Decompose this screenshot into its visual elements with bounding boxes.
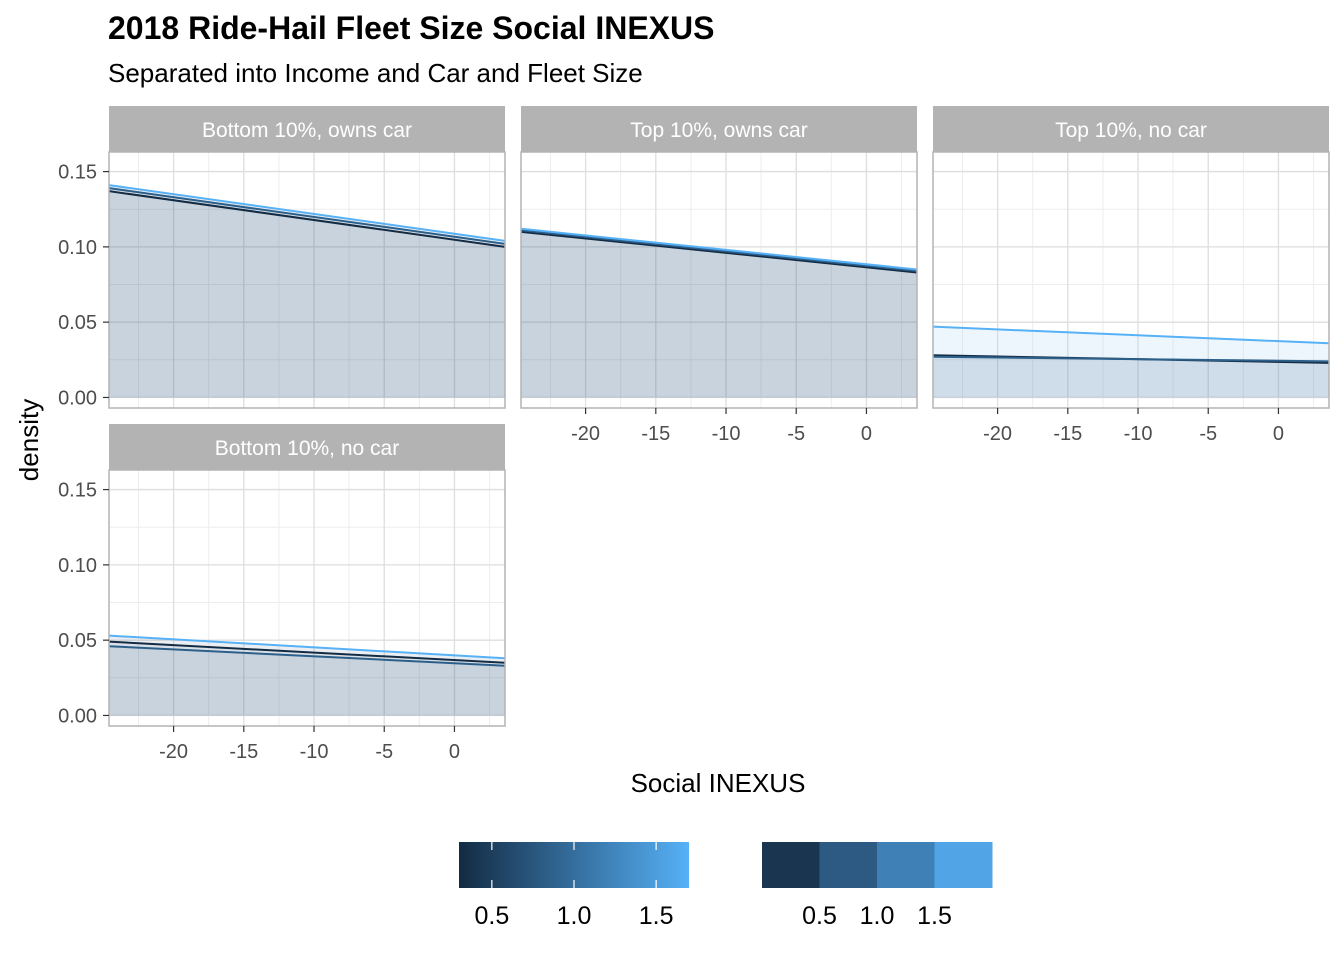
density-line <box>521 229 917 272</box>
legend-bin-label: 0.5 <box>802 902 837 930</box>
panel-border <box>932 151 1330 409</box>
density-line <box>933 325 1329 345</box>
density-area <box>109 646 505 716</box>
y-tick-label: 0.15 <box>58 162 97 184</box>
chart-subtitle: Separated into Income and Car and Fleet … <box>108 58 643 88</box>
legend-bin <box>819 842 878 888</box>
panel-border <box>108 469 506 727</box>
facet-strip-label: Bottom 10%, owns car <box>202 119 412 142</box>
density-line <box>521 227 917 271</box>
density-area <box>521 231 917 398</box>
panel-plot-area <box>933 152 1329 408</box>
x-tick-label: -20 <box>983 423 1012 445</box>
panel-plot-area <box>109 470 505 726</box>
density-line <box>521 230 917 274</box>
density-line <box>109 184 505 242</box>
panel-plot-area <box>109 152 505 408</box>
density-line <box>109 634 505 660</box>
facet-strip-label: Top 10%, no car <box>1055 119 1207 142</box>
x-tick-label: 0 <box>449 741 460 763</box>
x-tick-label: -5 <box>787 423 805 445</box>
legend-bin <box>877 842 935 888</box>
y-tick-label: 0.00 <box>58 387 97 409</box>
density-area <box>933 355 1329 398</box>
density-line <box>933 355 1329 363</box>
panel-plot-area <box>521 152 917 408</box>
density-area <box>521 230 917 398</box>
y-tick-label: 0.05 <box>58 312 97 334</box>
facet-strip <box>933 106 1329 152</box>
x-tick-label: 0 <box>861 423 872 445</box>
facet-panel: Top 10%, no car -20 -15 -10 -5 0 <box>932 106 1330 445</box>
density-area <box>521 228 917 398</box>
chart-title: 2018 Ride-Hail Fleet Size Social INEXUS <box>108 10 715 46</box>
colorbar-label: 1.5 <box>639 902 674 930</box>
panel-border <box>520 151 918 409</box>
x-tick-label: -10 <box>300 741 329 763</box>
density-line <box>109 190 505 248</box>
facet-strip-label: Bottom 10%, no car <box>215 437 399 460</box>
y-axis-title: density <box>14 399 44 481</box>
legend-bin <box>762 842 820 888</box>
y-tick-label: 0.10 <box>58 555 97 577</box>
x-tick-label: -15 <box>641 423 670 445</box>
legend-bin <box>934 842 993 888</box>
x-tick-label: -15 <box>1053 423 1082 445</box>
x-tick-label: -15 <box>229 741 258 763</box>
density-area <box>109 191 505 398</box>
density-line <box>109 645 505 667</box>
x-axis-title: Social INEXUS <box>631 768 806 798</box>
density-area <box>933 356 1329 398</box>
x-tick-label: -20 <box>571 423 600 445</box>
legend-bin-label: 1.5 <box>917 902 952 930</box>
panel-border <box>108 151 506 409</box>
legend-continuous: 0.5 1.0 1.5 <box>459 842 689 930</box>
x-tick-label: -10 <box>1124 423 1153 445</box>
density-area <box>109 635 505 716</box>
legend-binned: 0.5 1.0 1.5 <box>762 842 993 930</box>
colorbar-label: 0.5 <box>474 902 509 930</box>
x-tick-label: -5 <box>1199 423 1217 445</box>
y-tick-label: 0.10 <box>58 237 97 259</box>
legend-bin-label: 1.0 <box>860 902 895 930</box>
x-tick-label: -5 <box>375 741 393 763</box>
y-tick-label: 0.05 <box>58 630 97 652</box>
density-area <box>109 188 505 398</box>
density-line <box>109 640 505 664</box>
facet-strip <box>109 424 505 470</box>
density-area <box>109 185 505 398</box>
facet-panel: Top 10%, owns car -20 -15 -10 -5 0 <box>520 106 918 445</box>
x-tick-label: -20 <box>159 741 188 763</box>
facet-panel: Bottom 10%, owns car 0.00 0.05 0.10 0.15 <box>58 106 506 409</box>
facet-strip-label: Top 10%, owns car <box>630 119 807 142</box>
density-line <box>109 187 505 245</box>
x-tick-label: 0 <box>1273 423 1284 445</box>
density-area <box>933 326 1329 398</box>
colorbar-label: 1.0 <box>557 902 592 930</box>
facet-strip <box>109 106 505 152</box>
x-tick-label: -10 <box>712 423 741 445</box>
facet-strip <box>521 106 917 152</box>
facet-panel: Bottom 10%, no car 0.00 0.05 0.10 0.15 -20 -15… <box>58 424 506 763</box>
y-tick-label: 0.15 <box>58 480 97 502</box>
y-tick-label: 0.00 <box>58 705 97 727</box>
